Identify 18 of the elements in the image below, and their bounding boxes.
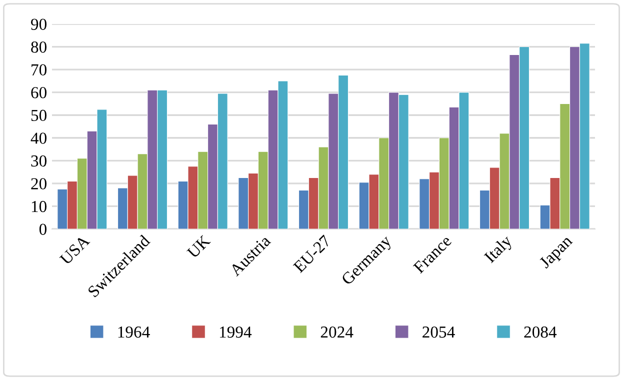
y-tick-label: 40: [30, 132, 47, 144]
legend-label: 1994: [220, 326, 252, 338]
legend-label: 2054: [422, 326, 455, 338]
y-tick-label: 90: [31, 18, 47, 30]
x-tick-label: USA: [59, 234, 90, 266]
x-tick-label: Italy: [483, 234, 516, 266]
y-tick-label: 0: [39, 224, 47, 235]
legend-label: 2084: [524, 326, 557, 338]
y-tick-label: 80: [31, 41, 47, 53]
y-tick-label: 20: [31, 178, 47, 190]
legend-label: 2024: [320, 326, 354, 338]
y-tick-label: 70: [32, 64, 47, 76]
y-tick-label: 30: [31, 155, 47, 167]
y-tick-label: 50: [31, 110, 47, 122]
legend-label: 1964: [118, 326, 150, 338]
x-tick-label: UK: [186, 234, 212, 259]
y-tick-label: 10: [32, 200, 47, 212]
y-tick-label: 60: [31, 87, 47, 98]
